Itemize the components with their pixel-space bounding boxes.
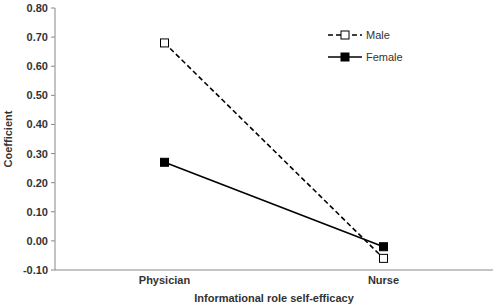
y-tick-label: 0.20 <box>27 177 48 189</box>
x-tick-label: Nurse <box>368 274 399 286</box>
chart: -0.10 0.00 0.10 0.20 0.30 0.40 0.50 0.60 0.70 0.8… <box>0 0 500 308</box>
y-tick <box>51 211 55 212</box>
y-tick <box>51 240 55 241</box>
series-marker <box>161 39 169 47</box>
y-tick-label: 0.30 <box>27 148 48 160</box>
y-tick <box>51 153 55 154</box>
series-marker <box>380 254 388 262</box>
plot-area <box>161 39 388 262</box>
x-tick-label: Physician <box>139 274 191 286</box>
y-tick <box>51 66 55 67</box>
series-marker <box>161 158 169 166</box>
legend: Male Female <box>328 29 403 63</box>
legend-marker <box>341 31 349 39</box>
y-tick-label: 0.70 <box>27 31 48 43</box>
y-tick <box>51 124 55 125</box>
series-marker <box>380 243 388 251</box>
y-tick <box>51 182 55 183</box>
y-tick-label: 0.00 <box>27 235 48 247</box>
x-axis-label: Informational role self-efficacy <box>194 292 354 304</box>
series-line <box>165 43 384 258</box>
legend-marker <box>341 53 349 61</box>
y-tick <box>51 8 55 9</box>
y-tick-label: 0.10 <box>27 206 48 218</box>
y-tick-label: -0.10 <box>23 264 48 276</box>
legend-label: Female <box>366 51 403 63</box>
y-tick <box>51 37 55 38</box>
y-axis <box>55 8 56 270</box>
y-tick-label: 0.80 <box>27 2 48 14</box>
y-tick <box>51 95 55 96</box>
y-tick-label: 0.40 <box>27 118 48 130</box>
y-axis-label: Coefficient <box>2 110 14 167</box>
x-axis <box>55 270 493 271</box>
y-tick <box>51 270 55 271</box>
y-tick-label: 0.60 <box>27 60 48 72</box>
series-line <box>165 162 384 246</box>
legend-label: Male <box>366 29 390 41</box>
y-tick-label: 0.50 <box>27 89 48 101</box>
